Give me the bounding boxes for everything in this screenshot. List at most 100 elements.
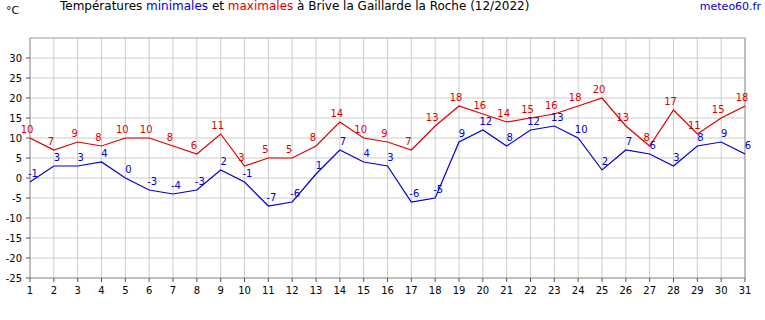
x-tick [530,278,531,282]
x-tick [578,278,579,282]
data-label: -4 [171,180,181,191]
data-label: 5 [262,144,268,155]
y-tick [26,258,30,259]
x-tick-label: 16 [381,285,394,296]
title-part: maximales [228,0,294,13]
data-label: 6 [745,140,751,151]
x-tick [149,278,150,282]
x-tick [316,278,317,282]
y-tick-label: 5 [16,153,22,164]
chart: -25-20-15-10-505101520253012345678910111… [0,0,765,320]
x-tick-label: 29 [691,285,704,296]
data-label: 2 [602,156,608,167]
data-label: 7 [48,136,54,147]
data-label: -3 [147,176,157,187]
x-tick [697,278,698,282]
grid-line-x [149,38,150,278]
x-tick [554,278,555,282]
data-label: -1 [28,168,38,179]
y-tick-label: -25 [6,273,22,284]
x-tick-label: 27 [643,285,656,296]
x-tick [435,278,436,282]
grid-line-x [625,38,626,278]
x-tick-label: 21 [500,285,513,296]
x-tick-label: 18 [429,285,442,296]
plot-frame [30,38,745,278]
data-label: 11 [211,120,224,131]
y-tick [26,218,30,219]
data-label: 18 [736,92,749,103]
data-label: -5 [433,184,443,195]
data-label: 4 [363,148,369,159]
x-tick [53,278,54,282]
x-tick [387,278,388,282]
y-tick [26,118,30,119]
y-tick [26,158,30,159]
data-label: 12 [479,116,492,127]
data-label: 3 [77,152,83,163]
x-tick-label: 20 [476,285,489,296]
data-label: 8 [643,132,649,143]
x-tick-label: 19 [453,285,466,296]
grid-line-x [554,38,555,278]
data-label: 8 [167,132,173,143]
data-label: 3 [673,152,679,163]
x-tick [173,278,174,282]
x-tick [482,278,483,282]
data-label: -6 [409,188,419,199]
x-tick [339,278,340,282]
x-tick-label: 24 [572,285,585,296]
grid-line-x [721,38,722,278]
x-tick [506,278,507,282]
y-axis-label: °C [6,4,20,17]
x-tick [125,278,126,282]
x-tick [196,278,197,282]
data-label: -6 [290,188,300,199]
data-label: 0 [125,164,131,175]
x-tick [77,278,78,282]
x-tick [721,278,722,282]
data-label: 14 [497,108,510,119]
x-tick-label: 1 [27,285,33,296]
y-tick [26,238,30,239]
grid-line-x [173,38,174,278]
grid-line-x [506,38,507,278]
y-tick-label: 0 [16,173,22,184]
data-label: 18 [450,92,463,103]
x-tick-label: 25 [596,285,609,296]
data-label: 6 [191,140,197,151]
grid-line-x [530,38,531,278]
x-tick-label: 8 [194,285,200,296]
data-label: 7 [405,136,411,147]
data-label: 9 [459,128,465,139]
title-part: et [208,0,228,13]
data-label: 10 [354,124,367,135]
x-tick [625,278,626,282]
grid-line-x [697,38,698,278]
grid-line-x [196,38,197,278]
x-tick [30,278,31,282]
x-tick-label: 4 [98,285,104,296]
x-tick [459,278,460,282]
title-part: Températures [59,0,146,13]
x-tick [649,278,650,282]
data-label: 16 [473,100,486,111]
data-label: 10 [116,124,129,135]
grid-line-x [316,38,317,278]
x-tick-label: 31 [739,285,752,296]
x-tick [673,278,674,282]
data-label: 10 [21,124,34,135]
data-label: 2 [220,156,226,167]
x-tick [220,278,221,282]
x-tick-label: 28 [667,285,680,296]
y-tick [26,278,30,279]
data-label: 3 [54,152,60,163]
y-tick-label: -5 [12,193,22,204]
data-label: 7 [626,136,632,147]
data-label: 8 [310,132,316,143]
data-label: 9 [381,128,387,139]
x-tick-label: 5 [122,285,128,296]
x-tick-label: 22 [524,285,537,296]
y-tick-label: -20 [6,253,22,264]
y-tick [26,78,30,79]
